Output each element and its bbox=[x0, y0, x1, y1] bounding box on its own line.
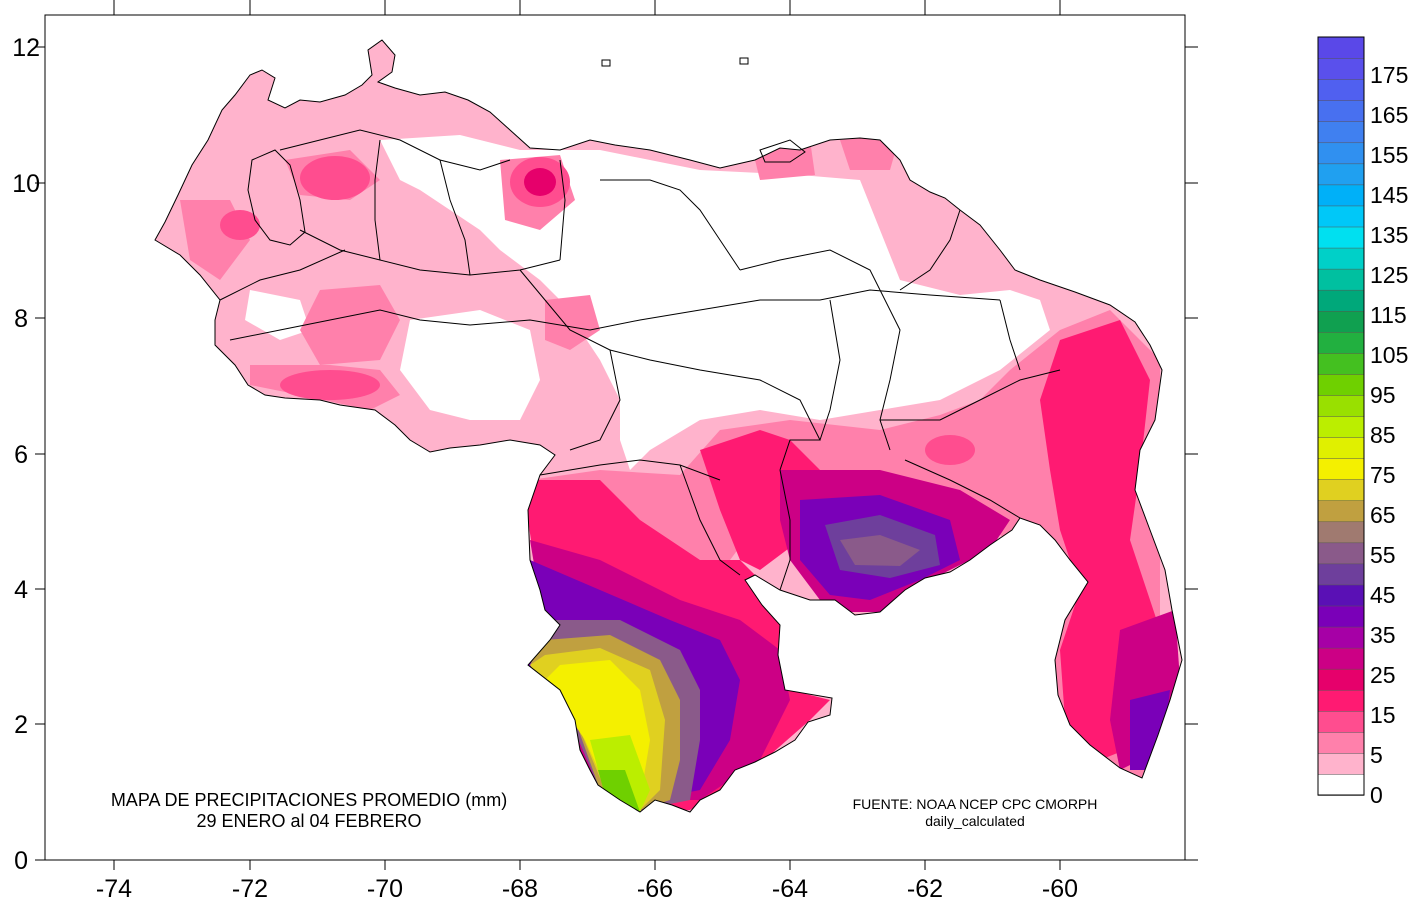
lat-tick-label: 8 bbox=[14, 305, 28, 333]
colorbar-label: 95 bbox=[1370, 382, 1396, 408]
data-source-note: FUENTE: NOAA NCEP CPC CMORPH daily_calcu… bbox=[820, 796, 1130, 830]
colorbar-step bbox=[1317, 99, 1365, 122]
colorbar-label: 0 bbox=[1370, 782, 1383, 808]
lat-tick-label: 12 bbox=[12, 34, 40, 62]
colorbar-step bbox=[1317, 163, 1365, 186]
colorbar-label: 5 bbox=[1370, 742, 1383, 768]
colorbar-step bbox=[1317, 226, 1365, 249]
data-source-line1: FUENTE: NOAA NCEP CPC CMORPH bbox=[852, 796, 1098, 812]
colorbar-step bbox=[1317, 521, 1365, 544]
axis-ticks bbox=[35, 0, 1198, 870]
colorbar-label: 125 bbox=[1370, 262, 1408, 288]
colorbar-step bbox=[1317, 205, 1365, 228]
colorbar-step bbox=[1317, 668, 1365, 691]
colorbar-step bbox=[1317, 478, 1365, 501]
lat-tick-label: 10 bbox=[12, 170, 40, 198]
colorbar-label: 135 bbox=[1370, 222, 1408, 248]
colorbar-label: 45 bbox=[1370, 582, 1396, 608]
colorbar-step bbox=[1317, 584, 1365, 607]
colorbar-step bbox=[1317, 352, 1365, 375]
colorbar-steps bbox=[1317, 36, 1365, 796]
colorbar-label: 155 bbox=[1370, 142, 1408, 168]
colorbar-step bbox=[1317, 247, 1365, 270]
colorbar-step bbox=[1317, 605, 1365, 628]
lon-tick-label: -72 bbox=[232, 875, 268, 903]
colorbar-step bbox=[1317, 436, 1365, 459]
lat-tick-label: 2 bbox=[14, 711, 28, 739]
lon-tick-label: -66 bbox=[637, 875, 673, 903]
colorbar-step bbox=[1317, 373, 1365, 396]
colorbar-step bbox=[1317, 710, 1365, 733]
colorbar-step bbox=[1317, 394, 1365, 417]
map-caption-line2: 29 ENERO al 04 FEBRERO bbox=[196, 811, 422, 831]
colorbar-step bbox=[1317, 142, 1365, 165]
colorbar-label: 145 bbox=[1370, 182, 1408, 208]
lat-tick-label: 4 bbox=[14, 576, 28, 604]
colorbar-label: 115 bbox=[1370, 302, 1407, 328]
lat-tick-label: 0 bbox=[14, 847, 28, 875]
colorbar-step bbox=[1317, 752, 1365, 775]
colorbar-step bbox=[1317, 731, 1365, 754]
colorbar-step bbox=[1317, 457, 1365, 480]
colorbar-frame bbox=[1317, 36, 1365, 796]
colorbar-step bbox=[1317, 184, 1365, 207]
data-source-line2: daily_calculated bbox=[925, 813, 1025, 829]
colorbar-label: 25 bbox=[1370, 662, 1396, 688]
colorbar-step bbox=[1317, 647, 1365, 670]
colorbar-label: 65 bbox=[1370, 502, 1396, 528]
lon-tick-label: -62 bbox=[907, 875, 943, 903]
lon-tick-label: -70 bbox=[367, 875, 403, 903]
country-outline bbox=[154, 39, 1183, 813]
colorbar-label: 105 bbox=[1370, 342, 1408, 368]
colorbar-label: 175 bbox=[1370, 62, 1408, 88]
colorbar-step bbox=[1317, 310, 1365, 333]
colorbar-step bbox=[1317, 331, 1365, 354]
colorbar-step bbox=[1317, 563, 1365, 586]
colorbar-step bbox=[1317, 36, 1365, 59]
lon-tick-label: -74 bbox=[96, 875, 132, 903]
colorbar-step bbox=[1317, 626, 1365, 649]
colorbar-label: 165 bbox=[1370, 102, 1408, 128]
colorbar-step bbox=[1317, 57, 1365, 80]
lat-tick-label: 6 bbox=[14, 441, 28, 469]
colorbar-label: 85 bbox=[1370, 422, 1396, 448]
colorbar-step bbox=[1317, 120, 1365, 144]
colorbar-step bbox=[1317, 773, 1365, 796]
colorbar-label: 75 bbox=[1370, 462, 1396, 488]
colorbar-step bbox=[1317, 499, 1365, 523]
map-caption: MAPA DE PRECIPITACIONES PROMEDIO (mm) 29… bbox=[70, 790, 548, 832]
colorbar-label: 15 bbox=[1370, 702, 1396, 728]
lon-tick-label: -68 bbox=[502, 875, 538, 903]
colorbar-step bbox=[1317, 78, 1365, 101]
colorbar-step bbox=[1317, 542, 1365, 565]
colorbar: 0 5 15 25 35 45 55 65 75 85 95 105 115 1… bbox=[1317, 36, 1408, 808]
colorbar-label: 35 bbox=[1370, 622, 1396, 648]
colorbar-step bbox=[1317, 689, 1365, 712]
lon-tick-label: -60 bbox=[1042, 875, 1078, 903]
colorbar-label: 55 bbox=[1370, 542, 1396, 568]
colorbar-step bbox=[1317, 415, 1365, 438]
map-caption-line1: MAPA DE PRECIPITACIONES PROMEDIO (mm) bbox=[110, 790, 508, 810]
colorbar-step bbox=[1317, 289, 1365, 312]
lon-tick-label: -64 bbox=[772, 875, 808, 903]
colorbar-step bbox=[1317, 268, 1365, 291]
